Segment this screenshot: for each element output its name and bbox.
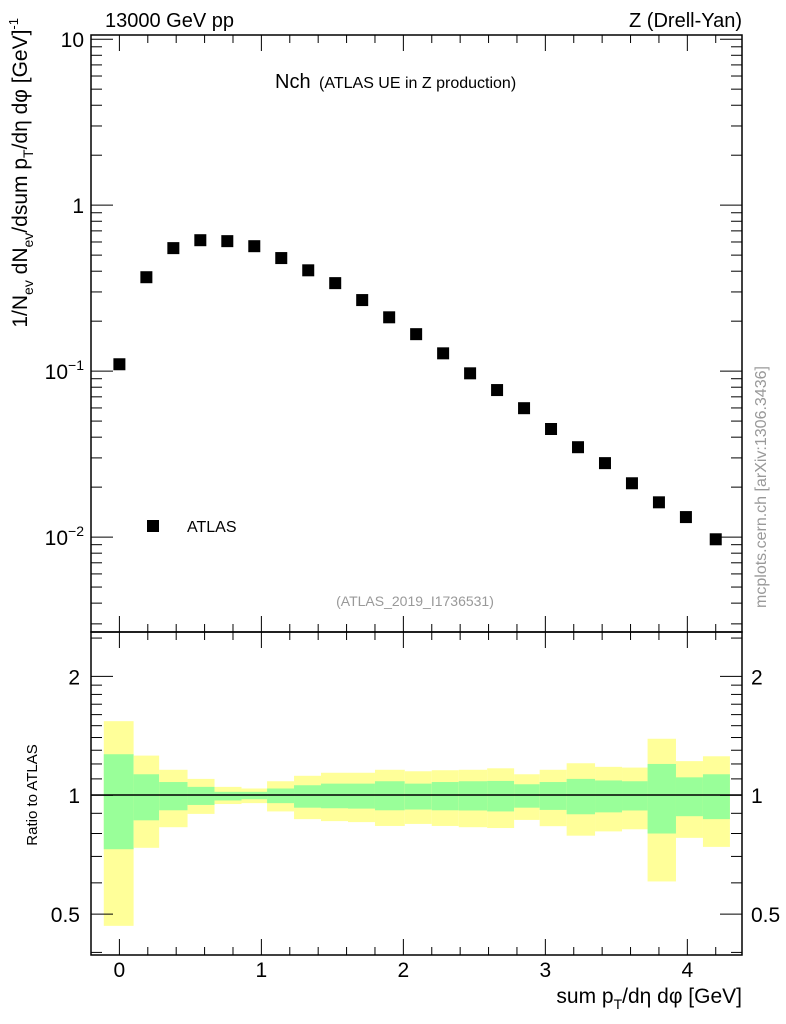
inner-band-bin [267, 788, 295, 804]
ratio-y-tick-label-right: 1 [751, 785, 763, 808]
data-point [248, 240, 261, 253]
ratio-y-tick-label-left: 2 [68, 666, 80, 689]
title-main: Nch [275, 71, 311, 93]
y-axis-label-ratio: Ratio to ATLAS [24, 744, 41, 845]
inner-band-bin [647, 763, 676, 834]
data-point [113, 358, 126, 371]
x-tick-label: 2 [398, 959, 410, 982]
title-sub: (ATLAS UE in Z production) [319, 75, 516, 92]
data-point [167, 242, 180, 255]
data-point [383, 311, 396, 324]
y-tick-label: 10 [61, 29, 84, 52]
y-tick-label: 10−1 [45, 357, 85, 384]
inner-band-bin [458, 781, 488, 811]
inner-band-bin [103, 754, 134, 850]
data-point [679, 511, 692, 524]
data-point [437, 347, 450, 360]
y-tick-label: 1 [72, 195, 84, 218]
inner-band-bin [347, 783, 375, 809]
data-point [652, 496, 665, 509]
inner-band-bin [133, 774, 160, 821]
inner-band-bin [514, 784, 540, 808]
data-point [329, 277, 342, 290]
inner-band-bin [159, 782, 188, 811]
x-tick-label: 4 [681, 959, 693, 982]
data-point [356, 294, 369, 307]
data-point [464, 367, 477, 380]
x-axis-label: sum pT/dη dφ [GeV] [556, 985, 742, 1012]
inner-band-bin [539, 782, 567, 810]
ratio-uncertainty-bands [103, 721, 730, 926]
ratio-y-tick-label-left: 1 [68, 785, 80, 808]
inner-band-bin [595, 780, 623, 813]
data-point [140, 271, 153, 284]
header-left: 13000 GeV pp [105, 10, 234, 32]
x-tick-label: 0 [114, 959, 126, 982]
data-point [275, 252, 288, 265]
ratio-y-tick-label-left: 0.5 [51, 904, 80, 927]
plot-title: Nch (ATLAS UE in Z production) [275, 71, 516, 93]
y-axis-label-main: 1/Nev dNev/dsum pT/dη dφ [GeV]-1 [6, 18, 36, 328]
data-point [572, 441, 585, 454]
inner-band-bin [675, 777, 703, 817]
data-point [518, 402, 531, 415]
legend-label: ATLAS [187, 519, 237, 536]
inner-band-bin [214, 791, 242, 801]
header-right: Z (Drell-Yan) [629, 10, 742, 32]
legend-marker [147, 520, 159, 532]
inner-band-bin [374, 781, 405, 811]
axis-ticks [90, 35, 742, 955]
data-point [709, 533, 722, 546]
data-markers [113, 234, 722, 546]
data-point [302, 264, 315, 277]
data-point [491, 384, 504, 397]
inner-band-bin [294, 785, 322, 808]
analysis-id: (ATLAS_2019_I1736531) [336, 593, 494, 609]
data-point [598, 457, 611, 470]
inner-band-bin [487, 780, 515, 812]
data-point [221, 235, 234, 248]
watermark: mcplots.cern.ch [arXiv:1306.3436] [753, 366, 770, 608]
data-point [625, 477, 638, 490]
inner-band-bin [404, 783, 432, 810]
ratio-panel-frame [90, 631, 743, 956]
x-tick-label: 3 [540, 959, 552, 982]
inner-band-bin [566, 778, 596, 815]
inner-band-bin [431, 782, 459, 811]
inner-band-bin [622, 781, 648, 811]
inner-band-bin [187, 786, 215, 805]
tick-labels: 0 1 2 3 4 10 1 10−1 10−2 0.5 0.5 1 1 2 2 [45, 29, 781, 982]
data-point [545, 423, 558, 436]
inner-band-bin [321, 783, 348, 809]
ratio-y-tick-label-right: 0.5 [751, 904, 780, 927]
ratio-y-tick-label-right: 2 [751, 666, 763, 689]
data-point [194, 234, 207, 247]
data-point [410, 328, 423, 341]
y-tick-label: 10−2 [45, 523, 85, 550]
inner-band-bin [702, 774, 730, 820]
x-tick-label: 1 [256, 959, 268, 982]
